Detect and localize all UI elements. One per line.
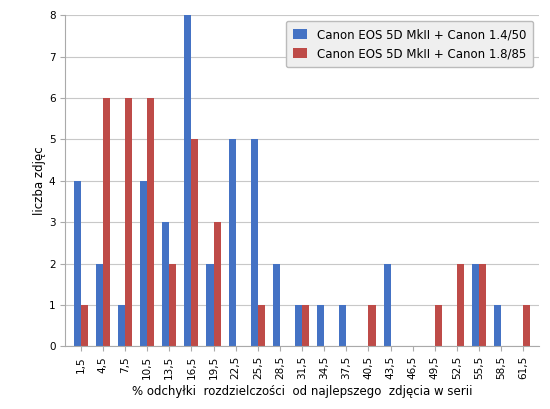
Bar: [81, 305, 88, 346]
Bar: [162, 222, 169, 346]
Bar: [251, 139, 258, 346]
Bar: [206, 263, 213, 346]
Bar: [383, 263, 390, 346]
Bar: [302, 305, 309, 346]
Bar: [339, 305, 347, 346]
Bar: [125, 98, 132, 346]
Bar: [118, 305, 125, 346]
Y-axis label: liczba zdjęc: liczba zdjęc: [33, 146, 46, 215]
Bar: [457, 263, 464, 346]
Bar: [140, 181, 147, 346]
Bar: [74, 181, 81, 346]
Bar: [229, 139, 235, 346]
Bar: [317, 305, 324, 346]
Bar: [524, 305, 531, 346]
Bar: [273, 263, 280, 346]
Bar: [96, 263, 103, 346]
Legend: Canon EOS 5D MkII + Canon 1.4/50, Canon EOS 5D MkII + Canon 1.8/85: Canon EOS 5D MkII + Canon 1.4/50, Canon …: [286, 21, 533, 67]
Bar: [184, 15, 191, 346]
Bar: [213, 222, 221, 346]
Bar: [191, 139, 199, 346]
Bar: [147, 98, 154, 346]
X-axis label: % odchyłki  rozdzielczości  od najlepszego  zdjęcia w serii: % odchyłki rozdzielczości od najlepszego…: [132, 385, 472, 398]
Bar: [479, 263, 486, 346]
Bar: [368, 305, 376, 346]
Bar: [169, 263, 177, 346]
Bar: [103, 98, 110, 346]
Bar: [472, 263, 479, 346]
Bar: [295, 305, 302, 346]
Bar: [258, 305, 265, 346]
Bar: [494, 305, 501, 346]
Bar: [435, 305, 442, 346]
